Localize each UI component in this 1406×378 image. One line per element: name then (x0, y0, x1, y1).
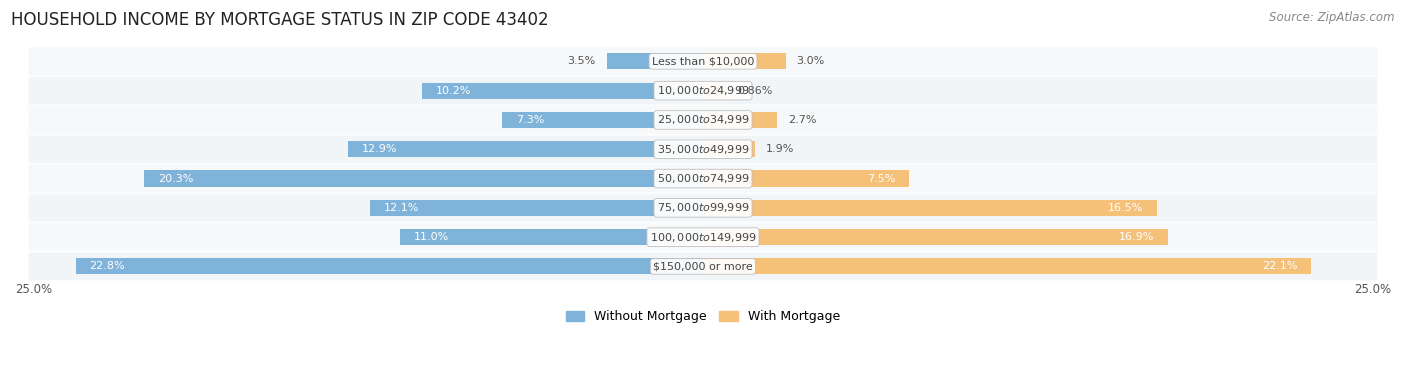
Bar (703, 200, 1157, 216)
Text: $10,000 to $24,999: $10,000 to $24,999 (657, 84, 749, 97)
Bar (703, 141, 755, 157)
Text: 25.0%: 25.0% (15, 282, 52, 296)
FancyBboxPatch shape (28, 135, 1378, 164)
Text: 3.0%: 3.0% (797, 56, 825, 67)
Text: HOUSEHOLD INCOME BY MORTGAGE STATUS IN ZIP CODE 43402: HOUSEHOLD INCOME BY MORTGAGE STATUS IN Z… (11, 11, 548, 29)
Legend: Without Mortgage, With Mortgage: Without Mortgage, With Mortgage (561, 305, 845, 328)
Text: $25,000 to $34,999: $25,000 to $34,999 (657, 113, 749, 127)
Text: $50,000 to $74,999: $50,000 to $74,999 (657, 172, 749, 185)
Text: 7.5%: 7.5% (868, 174, 896, 184)
Bar (703, 259, 1312, 274)
Bar (703, 82, 727, 99)
Text: 11.0%: 11.0% (413, 232, 450, 242)
Bar (76, 259, 703, 274)
FancyBboxPatch shape (28, 47, 1378, 76)
Text: 16.5%: 16.5% (1108, 203, 1143, 213)
Text: 2.7%: 2.7% (789, 115, 817, 125)
Text: $75,000 to $99,999: $75,000 to $99,999 (657, 201, 749, 214)
Text: $150,000 or more: $150,000 or more (654, 262, 752, 271)
Bar (422, 82, 703, 99)
Text: Less than $10,000: Less than $10,000 (652, 56, 754, 67)
Text: 0.86%: 0.86% (738, 86, 773, 96)
Text: $35,000 to $49,999: $35,000 to $49,999 (657, 143, 749, 156)
Bar (502, 112, 703, 128)
Text: Source: ZipAtlas.com: Source: ZipAtlas.com (1270, 11, 1395, 24)
Bar (401, 229, 703, 245)
Text: 12.1%: 12.1% (384, 203, 419, 213)
FancyBboxPatch shape (28, 252, 1378, 281)
FancyBboxPatch shape (28, 223, 1378, 251)
Bar (349, 141, 703, 157)
Text: 7.3%: 7.3% (516, 115, 544, 125)
Text: 3.5%: 3.5% (568, 56, 596, 67)
FancyBboxPatch shape (28, 164, 1378, 193)
Text: 25.0%: 25.0% (1354, 282, 1391, 296)
Text: 16.9%: 16.9% (1119, 232, 1154, 242)
FancyBboxPatch shape (28, 76, 1378, 105)
Bar (370, 200, 703, 216)
Bar (703, 170, 910, 187)
Bar (703, 53, 786, 70)
Text: 10.2%: 10.2% (436, 86, 471, 96)
FancyBboxPatch shape (28, 194, 1378, 222)
Bar (145, 170, 703, 187)
FancyBboxPatch shape (28, 105, 1378, 134)
Bar (606, 53, 703, 70)
Text: 1.9%: 1.9% (766, 144, 794, 154)
Text: 22.1%: 22.1% (1263, 262, 1298, 271)
Text: $100,000 to $149,999: $100,000 to $149,999 (650, 231, 756, 244)
Text: 22.8%: 22.8% (90, 262, 125, 271)
Text: 12.9%: 12.9% (361, 144, 398, 154)
Bar (703, 112, 778, 128)
Bar (703, 229, 1168, 245)
Text: 20.3%: 20.3% (157, 174, 194, 184)
